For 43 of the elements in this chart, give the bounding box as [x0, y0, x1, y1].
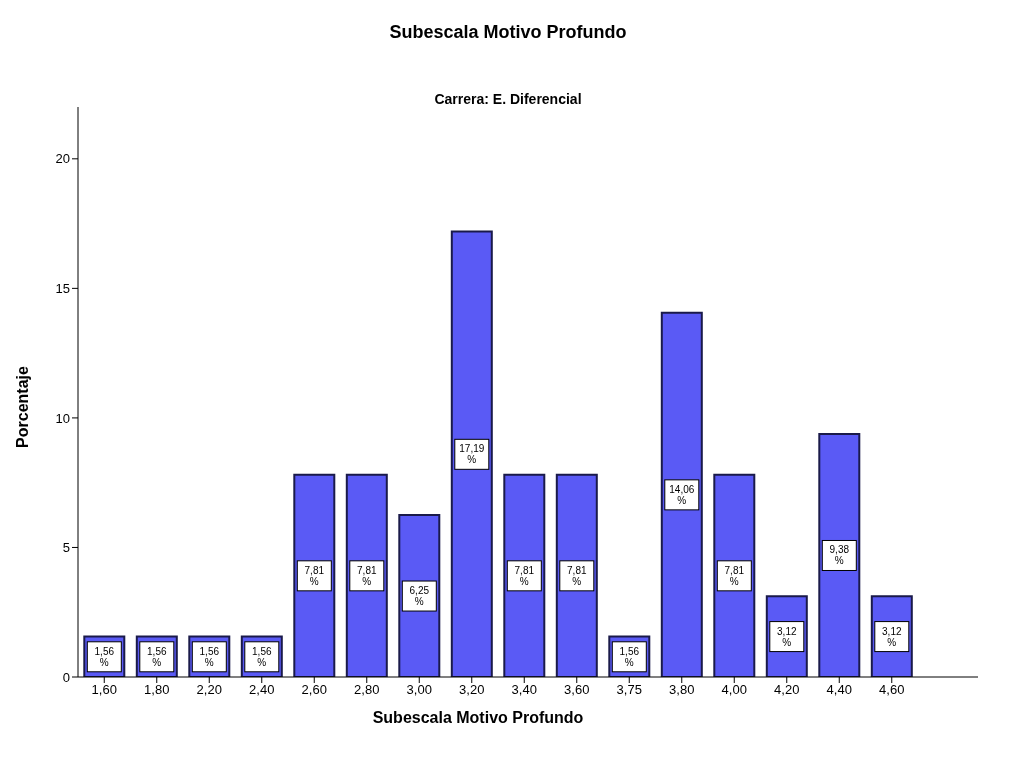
x-tick-label: 3,40	[511, 682, 537, 698]
x-tick-label: 4,20	[774, 682, 800, 698]
data-label: 7,81 %	[567, 564, 587, 587]
data-label: 7,81 %	[304, 564, 325, 587]
data-label: 7,81 %	[514, 564, 535, 587]
x-tick-label: 2,60	[301, 682, 327, 698]
data-label: 7,81 %	[357, 564, 377, 587]
data-label: 3,12 %	[882, 625, 902, 648]
x-tick-label: 3,80	[669, 682, 695, 698]
data-label: 6,25 %	[409, 585, 430, 608]
chart-subtitle: Carrera: E. Diferencial	[433, 91, 583, 107]
bar	[660, 311, 703, 677]
data-label: 1,56 %	[147, 645, 167, 668]
y-tick-label: 10	[55, 410, 70, 426]
y-tick-label: 5	[62, 540, 70, 556]
data-label: 1,56 %	[94, 645, 115, 668]
data-label: 1,56 %	[619, 645, 640, 668]
chart-title: Subescala Motivo Profundo	[388, 21, 628, 43]
bar	[450, 230, 493, 677]
x-tick-label: 3,00	[406, 682, 432, 698]
y-tick-label: 0	[62, 669, 70, 685]
x-tick-label: 1,60	[91, 682, 117, 698]
x-tick-label: 4,60	[879, 682, 905, 698]
data-label: 17,19 %	[459, 443, 485, 466]
x-tick-label: 3,60	[564, 682, 590, 698]
x-tick-label: 2,40	[249, 682, 275, 698]
data-label: 14,06 %	[669, 483, 695, 506]
data-label: 9,38 %	[829, 544, 850, 567]
x-axis-title: Subescala Motivo Profundo	[371, 709, 585, 727]
data-label: 3,12 %	[777, 625, 797, 648]
x-tick-label: 2,80	[354, 682, 380, 698]
y-axis-title: Porcentaje	[14, 366, 32, 448]
x-tick-label: 1,80	[144, 682, 170, 698]
x-tick-label: 3,20	[459, 682, 485, 698]
x-tick-label: 2,20	[196, 682, 222, 698]
x-tick-label: 4,00	[721, 682, 747, 698]
data-label: 1,56 %	[199, 645, 220, 668]
y-tick-label: 20	[55, 151, 70, 167]
y-tick-label: 15	[55, 280, 70, 296]
x-tick-label: 4,40	[826, 682, 852, 698]
data-label: 1,56 %	[252, 645, 272, 668]
data-label: 7,81 %	[724, 564, 745, 587]
x-tick-label: 3,75	[616, 682, 642, 698]
